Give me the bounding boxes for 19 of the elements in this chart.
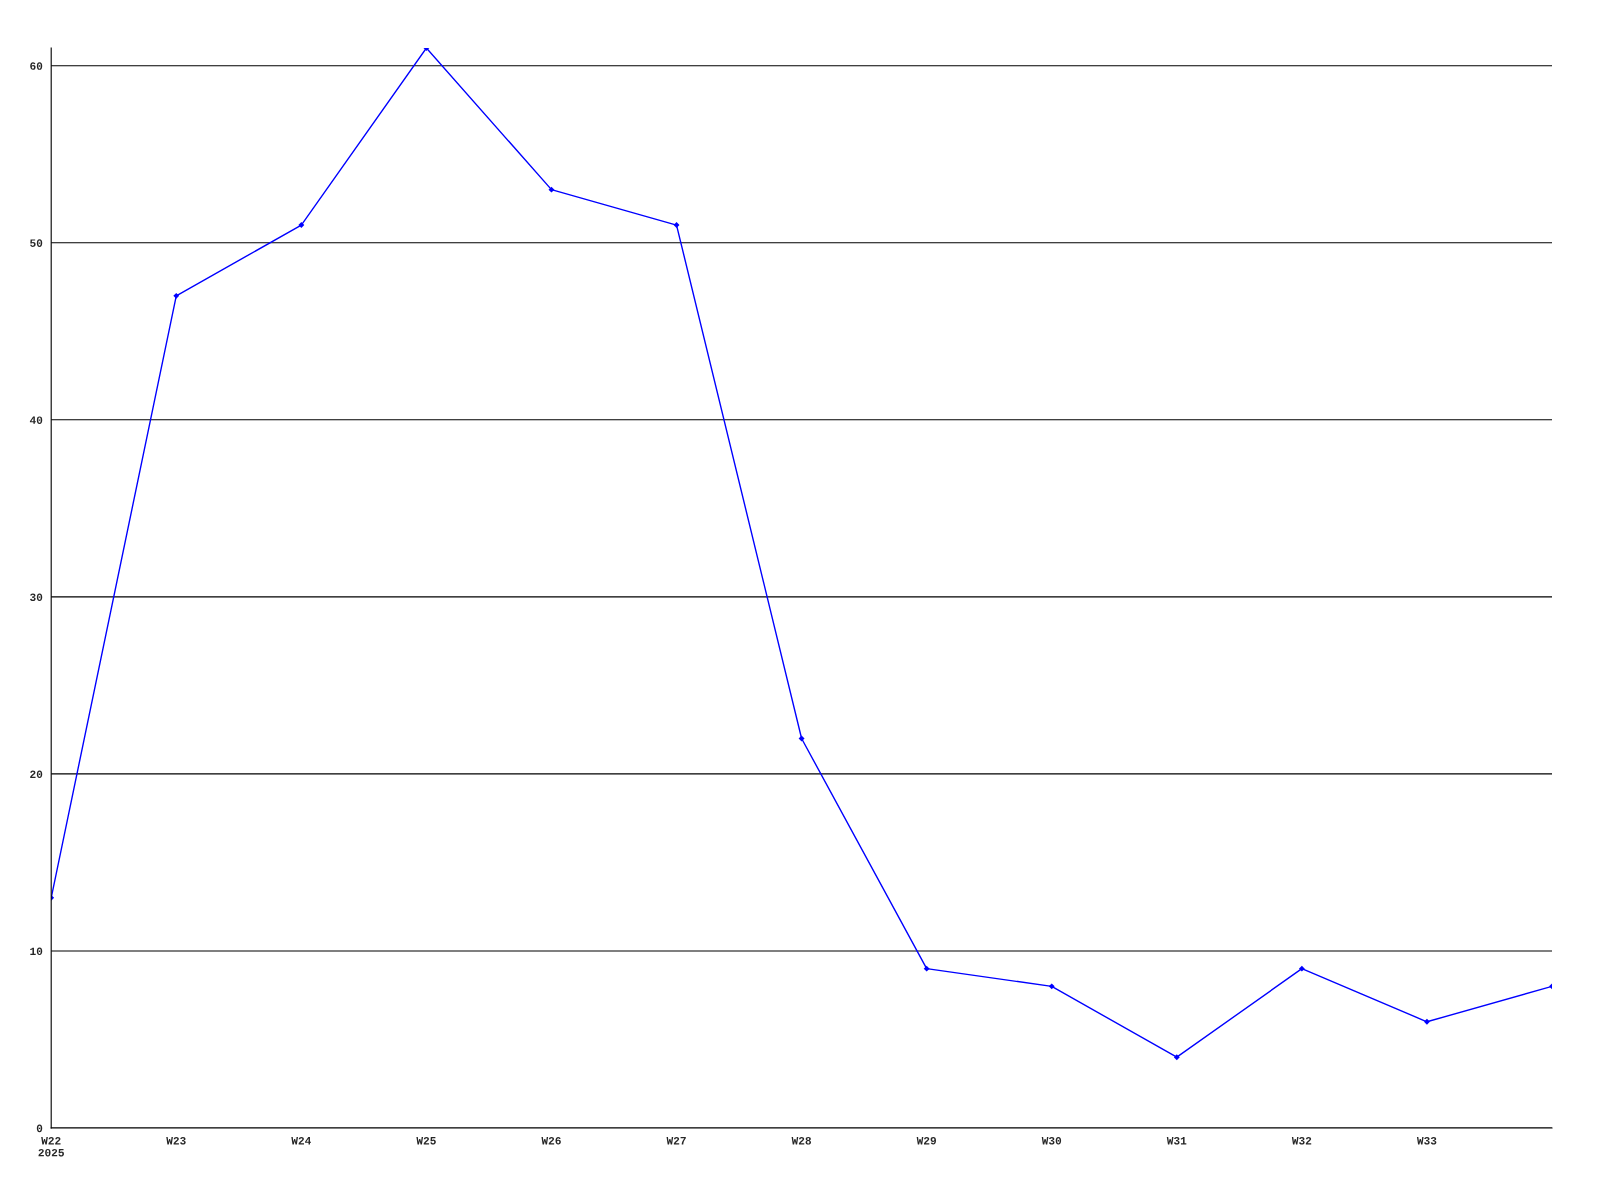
y-tick-label: 30 (30, 593, 43, 601)
y-tick-label: 20 (30, 770, 43, 779)
x-tick-label: W30 (1041, 1136, 1062, 1145)
x-tick-label: W32 (1291, 1136, 1312, 1145)
y-tick-label: 0 (36, 1124, 43, 1133)
x-tick-label: W28 (791, 1136, 812, 1145)
x-tick-label: W31 (1166, 1136, 1187, 1145)
y-tick-label: 60 (30, 62, 43, 70)
x-tick-label: W24 (291, 1136, 311, 1145)
y-tick-label: 10 (30, 947, 43, 956)
x-tick-label: W29 (916, 1136, 936, 1145)
x-tick-label: W27 (666, 1136, 686, 1145)
x-tick-label: W25 (416, 1136, 436, 1145)
x-tick-label: W23 (166, 1136, 186, 1145)
y-tick-label: 40 (29, 416, 43, 424)
y-tick-label: 50 (30, 239, 43, 247)
x-tick-label: W26 (541, 1136, 561, 1145)
x-tick-label: W33 (1416, 1136, 1437, 1145)
x-tick-label: W22 2025 (38, 1136, 64, 1157)
